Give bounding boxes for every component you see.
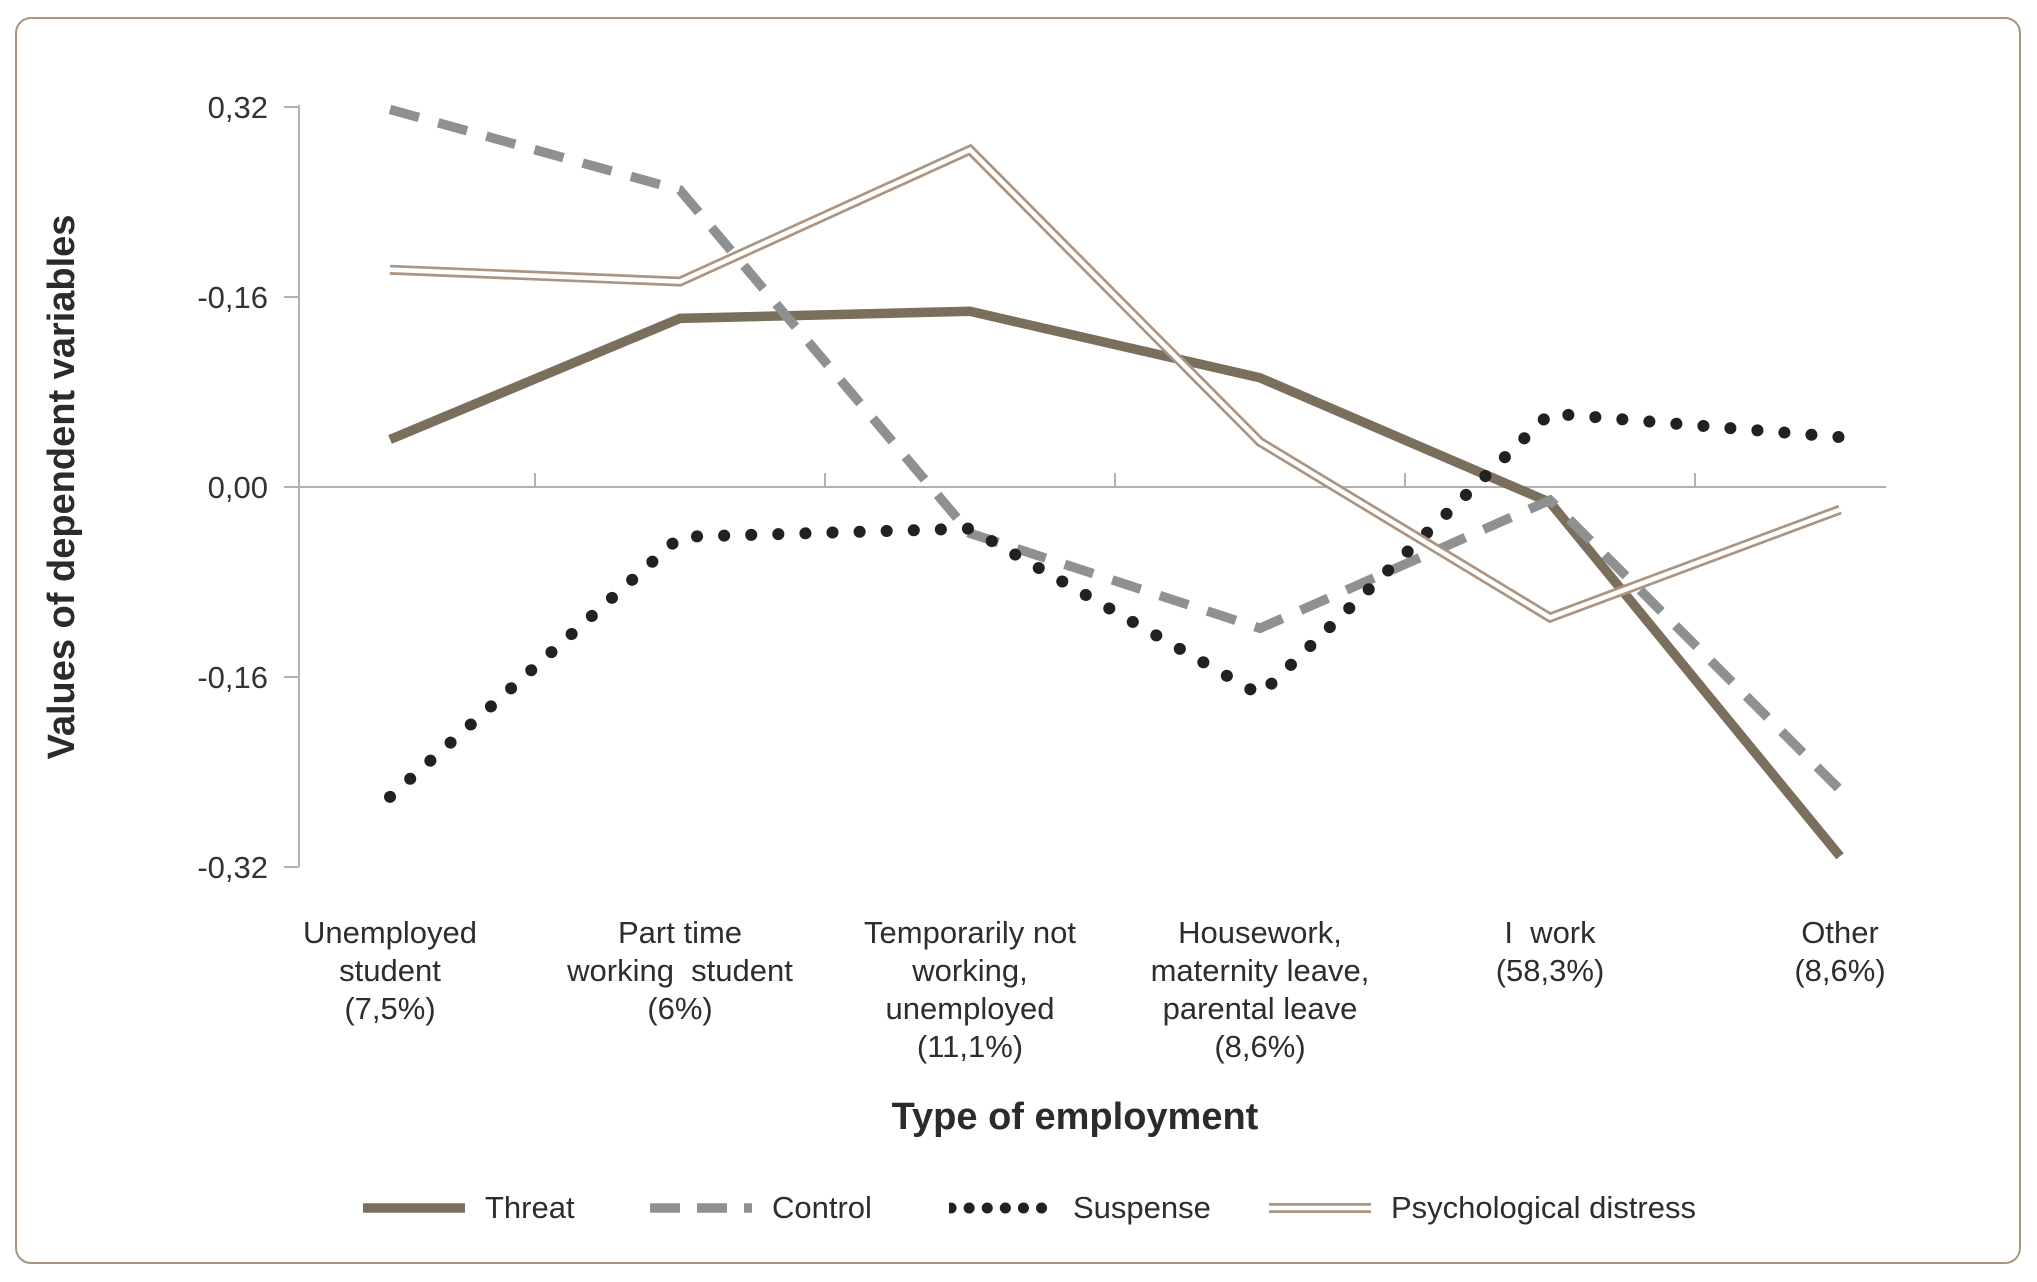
x-category-label-line: working student (567, 953, 793, 988)
legend-item-threat: Threat (361, 1188, 575, 1228)
legend-swatch-psychological-distress-icon (1269, 1203, 1371, 1213)
figure-border (15, 17, 2021, 1264)
legend-swatch-suspense-icon (949, 1202, 1055, 1214)
x-category-label-line: (8,6%) (1214, 1029, 1306, 1064)
x-category-label: Temporarily not working, unemployed (11,1%) (805, 914, 1135, 1066)
legend-label-suspense: Suspense (1073, 1190, 1211, 1225)
x-category-label-line: (7,5%) (344, 991, 436, 1026)
y-tick-label: 0,00 (207, 470, 268, 505)
series-line-control (388, 104, 1844, 794)
x-category-label: Part time working student (6%) (515, 914, 845, 1028)
legend-label-control: Control (772, 1190, 872, 1225)
y-tick-label: -0,32 (197, 850, 268, 885)
x-category-label-line: (8,6%) (1794, 953, 1886, 988)
x-category-label-line: student (339, 953, 441, 988)
x-category-label-line: (58,3%) (1495, 953, 1605, 988)
legend-item-suspense: Suspense (949, 1188, 1211, 1228)
series-line-psychological-distress (389, 143, 1842, 624)
x-axis-title: Type of employment (891, 1096, 1259, 1138)
x-category-label: I work (58,3%) (1385, 914, 1715, 990)
legend-swatch-threat-icon (363, 1203, 465, 1213)
series-line-psychological-distress-inner (389, 147, 1841, 621)
x-category-label: Unemployed student (7,5%) (225, 914, 555, 1028)
legend-label-psychological-distress: Psychological distress (1391, 1190, 1696, 1225)
x-category-label-line: maternity leave, (1150, 953, 1370, 988)
legend-item-control: Control (648, 1188, 872, 1228)
legend-swatch-control-icon (650, 1203, 752, 1213)
x-category-label-line: Part time (617, 915, 743, 950)
x-category-label-line: (6%) (647, 991, 713, 1026)
x-category-label-line: I work (1504, 915, 1596, 950)
x-category-label: Other (8,6%) (1675, 914, 2005, 990)
x-category-label-line: Housework, (1178, 915, 1342, 950)
legend-item-psychological-distress: Psychological distress (1267, 1188, 1696, 1228)
x-category-label-line: Other (1801, 915, 1879, 950)
x-category-label-line: Unemployed (302, 915, 478, 950)
x-category-label-line: unemployed (885, 991, 1055, 1026)
x-category-label-line: Temporarily not (864, 915, 1076, 950)
series-line-suspense (384, 407, 1846, 803)
y-tick-label: 0,32 (207, 90, 268, 125)
y-tick-label: -0,16 (197, 660, 268, 695)
x-category-label: Housework, maternity leave, parental leave… (1095, 914, 1425, 1066)
y-tick-label: -0,16 (197, 280, 268, 315)
legend-label-threat: Threat (485, 1190, 575, 1225)
x-category-label-line: (11,1%) (916, 1029, 1024, 1064)
x-category-label-line: parental leave (1162, 991, 1358, 1026)
x-category-label-line: working, (912, 953, 1028, 988)
series-line-threat (388, 306, 1844, 860)
